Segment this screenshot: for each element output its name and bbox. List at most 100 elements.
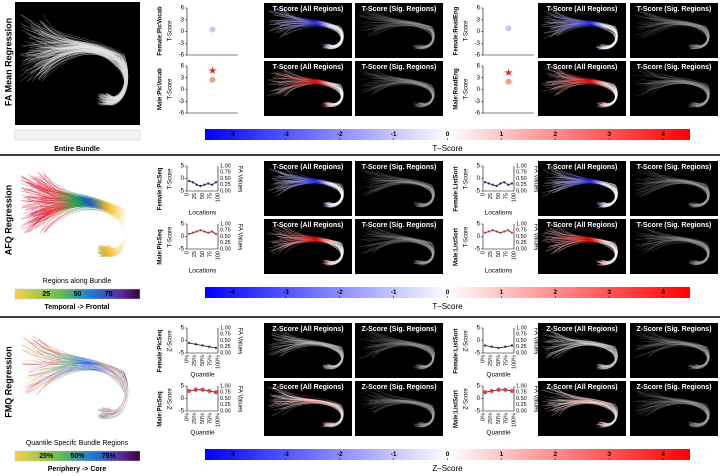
y-tick-label: 3 [477,75,481,81]
y2-axis-label: FA Values [532,224,538,251]
fiber-bundle-image [264,61,352,116]
fiber [542,340,616,367]
score-colorbar-tick-label: 4 [661,289,665,296]
score-label: Z–Score [432,464,463,473]
score-colorbar [205,449,690,460]
y-axis-label: T-Score [464,20,470,42]
y-tick-label: 6 [477,6,481,12]
plot-label: Female:PicVocab [158,6,164,56]
fiber-bundle-image [538,381,626,436]
y-tick-label: 5 [181,222,185,228]
score-point [214,232,218,236]
score-point [207,182,210,185]
x-tick-label: 75 [208,251,214,257]
y-tick-label: -5 [179,247,185,253]
score-point [497,346,500,350]
x-tick-label: 25 [488,193,494,199]
score-colorbar-tick-label: -1 [391,451,397,458]
image-title: Z-Score (All Regions) [546,326,617,333]
x-tick-label: 75 [504,251,510,257]
x-tick-label: 25 [488,251,494,257]
fiber-bundle-image [538,61,626,116]
fiber [23,337,126,413]
x-axis-label: Quantile [190,372,215,379]
score-colorbar-tick-label: 0 [446,131,450,138]
score-colorbar-tick-label: -1 [391,289,397,296]
estimate-dot [505,78,512,85]
fiber-bundle-image [15,2,140,125]
x-tick-label: 0% [184,355,190,363]
score-point [495,230,498,233]
x-tick-label: 25% [488,413,494,424]
fiber [358,343,434,368]
y-tick-label: -5 [179,351,185,357]
y2-tick-label: 0.50 [516,396,527,402]
score-colorbar-tick-label: -2 [337,289,343,296]
y2-axis-label: FA Values [236,328,242,355]
x-tick-label: 100 [215,193,221,202]
score-point [207,231,210,234]
score-colorbar-tick-label: 3 [607,289,611,296]
image-title: T-Score (All Regions) [547,64,618,71]
y2-tick-label: 1.00 [516,383,527,389]
x-axis-label: Quantile [486,372,511,379]
y-axis-label: T-Score [464,168,470,190]
fiber-bundle-image [264,323,352,378]
y-tick-label: 0 [477,338,481,344]
y2-tick-label: 0.00 [220,246,231,252]
x-axis-label: Quantile [190,430,215,437]
bundle-colorbar [14,288,141,300]
fiber [371,180,435,207]
y2-tick-label: 0.25 [516,182,527,188]
fiber [33,186,126,252]
score-point [191,181,195,184]
y-tick-label: -5 [475,247,481,253]
y-tick-label: -6 [475,53,481,59]
fiber [44,368,129,419]
score-point [489,388,494,394]
fiber-bundle-image [355,3,443,58]
y-tick-label: -6 [179,111,185,117]
bundle-colorbar [14,450,141,462]
fiber [41,200,126,250]
score-point [506,183,510,186]
fiber [367,23,433,47]
significance-star [504,68,513,76]
plot-label: Female:ListSort [454,328,460,373]
score-point [499,182,502,185]
fiber [554,239,618,265]
score-colorbar-tick-label: -3 [283,131,289,138]
score-label: T–Score [432,302,463,311]
fiber [375,183,434,205]
score-colorbar [205,129,690,140]
fiber [373,12,435,50]
x-tick-label: 25 [192,193,198,199]
y-tick-label: -5 [475,189,481,195]
score-point [491,229,494,232]
fiber-bundle-image [630,161,718,216]
score-point [195,230,198,233]
score-colorbar-tick-label: -2 [337,131,343,138]
fiber [648,332,710,370]
score-point [191,231,195,234]
fiber [542,332,617,369]
plot-label: Female:PicSeq [158,167,164,210]
plot-label: Male:ReadEng [454,68,460,110]
x-tick-label: 25% [192,413,198,424]
y-axis-label: T-Score [464,226,470,248]
score-point [510,344,514,347]
y2-axis-label: FA Values [236,224,242,251]
y2-tick-label: 1.00 [220,383,231,389]
score-point [483,181,487,184]
score-point [490,345,493,348]
image-title: Z-Score (Sig. Regions) [636,326,711,333]
x-tick-label: 50% [200,355,206,366]
y-tick-label: 5 [477,384,481,390]
bundle-colorbar-tick: 25 [42,291,50,298]
fiber-bundle-image [264,219,352,274]
x-tick-label: 50 [200,193,206,199]
x-tick-label: 0% [184,413,190,421]
image-title: T-Score (Sig. Regions) [637,64,712,71]
score-colorbar-tick-label: 0 [446,289,450,296]
y2-axis-label: FA Values [532,386,538,413]
